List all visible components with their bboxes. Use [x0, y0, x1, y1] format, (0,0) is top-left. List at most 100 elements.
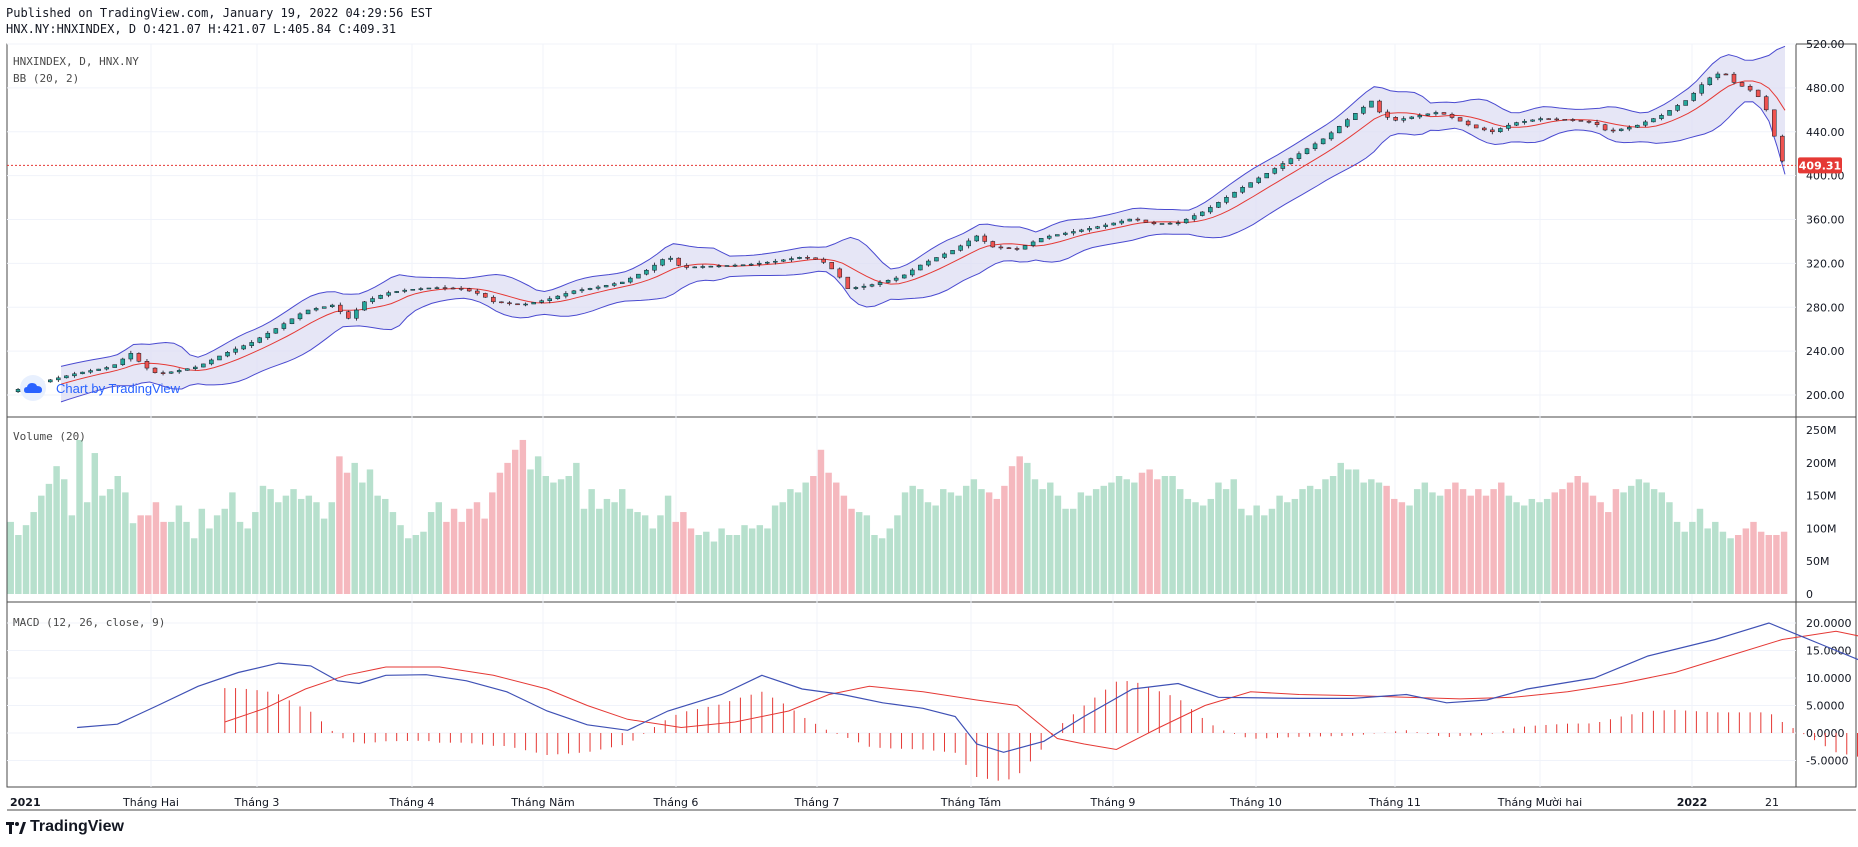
tv-logo-icon — [6, 821, 26, 834]
candle — [1465, 119, 1471, 127]
volume-bar — [305, 495, 313, 594]
candle — [684, 263, 689, 270]
volume-bar — [1543, 498, 1551, 594]
candle-body — [611, 283, 617, 286]
time-axis-label: 2021 — [10, 796, 41, 809]
candle-body — [1699, 84, 1705, 94]
candle-body — [692, 266, 698, 269]
candle — [837, 267, 843, 279]
volume-bar — [1154, 479, 1161, 594]
candle-body — [668, 257, 673, 260]
candle — [1401, 116, 1406, 123]
candle — [1046, 234, 1052, 240]
candle-body — [1772, 109, 1777, 137]
time-axis-label: Tháng Mười hai — [1497, 796, 1582, 809]
volume-bar — [1184, 498, 1192, 594]
volume-bar — [1261, 515, 1268, 594]
candle — [1659, 113, 1664, 121]
candle-body — [1208, 207, 1213, 213]
candle-body — [684, 265, 689, 268]
volume-bar — [1024, 462, 1031, 594]
candle — [628, 276, 633, 284]
candle-body — [1570, 119, 1576, 121]
candle-body — [571, 290, 577, 294]
candle-body — [1183, 218, 1189, 224]
volume-bar — [313, 502, 320, 594]
candle — [257, 336, 262, 344]
volume-bar — [840, 495, 848, 594]
candle — [1739, 81, 1745, 87]
candle-body — [1014, 248, 1020, 250]
candle — [877, 280, 883, 287]
volume-bar — [404, 538, 412, 594]
volume-bar — [810, 476, 817, 594]
candle — [1409, 116, 1414, 120]
candle-body — [193, 366, 198, 369]
volume-bar — [1727, 538, 1734, 594]
candle — [998, 244, 1004, 250]
tradingview-logo[interactable]: TradingView — [6, 818, 124, 836]
candle-body — [756, 262, 762, 265]
candle — [1675, 103, 1680, 112]
volume-bar — [382, 498, 389, 594]
candle — [724, 265, 730, 267]
candle-body — [128, 353, 134, 360]
volume-bar — [76, 439, 83, 594]
candle — [56, 375, 61, 382]
candle-body — [1780, 135, 1785, 162]
candle-body — [716, 265, 722, 268]
candle-body — [466, 288, 472, 292]
candle — [620, 281, 625, 284]
candle-body — [507, 302, 512, 305]
candle-body — [1691, 92, 1696, 101]
volume-bar — [542, 476, 550, 594]
tv-logo-text: TradingView — [30, 818, 124, 835]
volume-bar — [1161, 476, 1169, 594]
price-axis-tick-label: 200.00 — [1806, 389, 1845, 402]
candle — [144, 358, 150, 371]
candle — [1699, 82, 1705, 96]
candle — [587, 287, 593, 291]
volume-bar — [1207, 498, 1215, 594]
candle — [1562, 119, 1568, 121]
candle-body — [1127, 218, 1133, 222]
volume-bar — [328, 502, 335, 594]
volume-bar — [397, 525, 404, 594]
volume-bar — [1253, 505, 1260, 594]
volume-bar — [1092, 489, 1100, 594]
candle-body — [700, 266, 706, 268]
candle-body — [1643, 121, 1648, 126]
candle — [1731, 72, 1737, 85]
candle-body — [1659, 115, 1664, 119]
candle-body — [233, 348, 238, 353]
candle-body — [338, 304, 343, 312]
tradingview-watermark[interactable]: Chart by TradingView — [20, 375, 180, 401]
volume-bar — [221, 508, 228, 594]
candle-body — [1353, 113, 1358, 120]
candle-body — [1530, 119, 1535, 122]
volume-bar — [466, 508, 473, 594]
candle-body — [225, 352, 230, 357]
candle — [193, 365, 198, 371]
candle-body — [773, 260, 778, 263]
candle-body — [853, 287, 859, 289]
candle — [539, 299, 544, 304]
candle — [1143, 219, 1149, 223]
volume-bar — [1704, 528, 1711, 594]
candle-body — [1401, 118, 1406, 121]
candle-body — [273, 328, 279, 334]
volume-bar — [1780, 531, 1788, 594]
candle-body — [1030, 241, 1036, 246]
volume-bar — [641, 515, 649, 594]
volume-bar — [68, 515, 76, 594]
candle-body — [1610, 129, 1616, 132]
volume-bar — [206, 528, 213, 594]
candle-body — [1191, 215, 1197, 220]
candle-body — [1022, 245, 1028, 250]
candle-body — [901, 274, 907, 279]
candle — [1627, 125, 1632, 132]
candle — [1707, 76, 1713, 86]
volume-bar — [1459, 489, 1467, 594]
candle — [748, 262, 754, 267]
